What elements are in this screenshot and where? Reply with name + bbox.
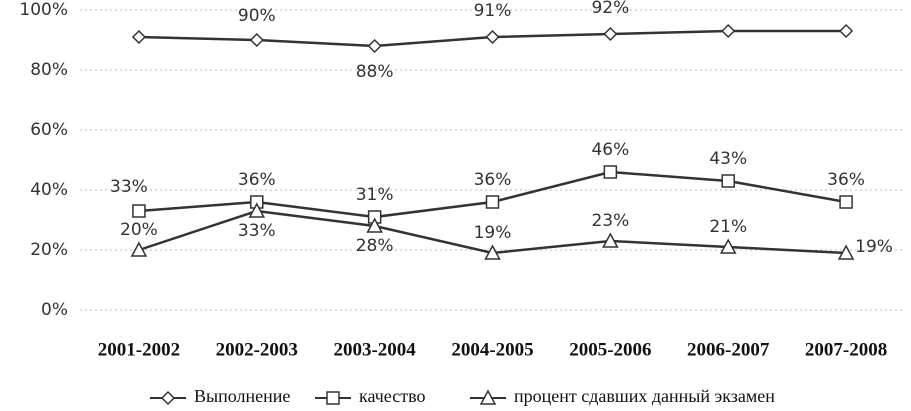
data-label: 31% [356, 185, 394, 205]
y-tick-label: 0% [41, 300, 68, 320]
marker [367, 38, 382, 54]
x-tick-label: 2006-2007 [687, 339, 770, 360]
marker [485, 195, 500, 209]
data-label: 19% [474, 223, 512, 243]
data-label: 36% [827, 170, 865, 190]
y-tick-label: 60% [30, 120, 68, 140]
marker [602, 232, 619, 248]
y-tick-label: 40% [30, 180, 68, 200]
marker [248, 202, 266, 218]
marker [485, 29, 500, 45]
y-tick-label: 80% [30, 60, 68, 80]
marker [721, 23, 736, 39]
x-tick-label: 2007-2008 [805, 339, 887, 360]
marker [130, 241, 148, 257]
x-tick-label: 2004-2005 [451, 339, 533, 360]
x-tick-label: 2005-2006 [569, 339, 651, 360]
data-label: 43% [709, 149, 747, 169]
data-label: 20% [120, 220, 158, 240]
y-tick-label: 20% [30, 240, 68, 260]
data-label: 33% [238, 221, 276, 241]
data-label: 28% [356, 236, 394, 256]
data-label: 36% [474, 170, 512, 190]
marker [839, 23, 854, 39]
data-label: 21% [709, 217, 747, 237]
data-label: 90% [238, 6, 276, 26]
marker [132, 204, 146, 218]
data-label: 33% [110, 177, 148, 197]
data-label: 88% [356, 62, 394, 82]
marker [160, 390, 176, 406]
marker [721, 174, 735, 188]
data-label: 91% [474, 1, 512, 21]
data-label: 36% [238, 170, 276, 190]
x-tick-label: 2003-2004 [333, 339, 416, 360]
x-tick-label: 2002-2003 [216, 339, 298, 360]
marker [603, 26, 618, 42]
marker [837, 244, 855, 260]
legend-label: качество [359, 386, 425, 406]
marker [249, 32, 264, 48]
legend-label: Выполнение [194, 386, 290, 406]
x-tick-label: 2001-2002 [98, 339, 180, 360]
marker [484, 244, 501, 260]
marker [479, 389, 497, 405]
marker [131, 29, 146, 45]
data-label: 23% [591, 211, 629, 231]
marker [839, 195, 853, 209]
marker [326, 391, 340, 405]
y-tick-label: 100% [19, 0, 68, 20]
data-label: 46% [591, 140, 629, 160]
data-label: 19% [855, 237, 893, 257]
marker [719, 238, 737, 254]
legend-label: процент сдавших данный экзамен [514, 386, 775, 406]
data-label: 92% [591, 0, 629, 18]
marker [603, 165, 618, 179]
marker [366, 217, 383, 233]
